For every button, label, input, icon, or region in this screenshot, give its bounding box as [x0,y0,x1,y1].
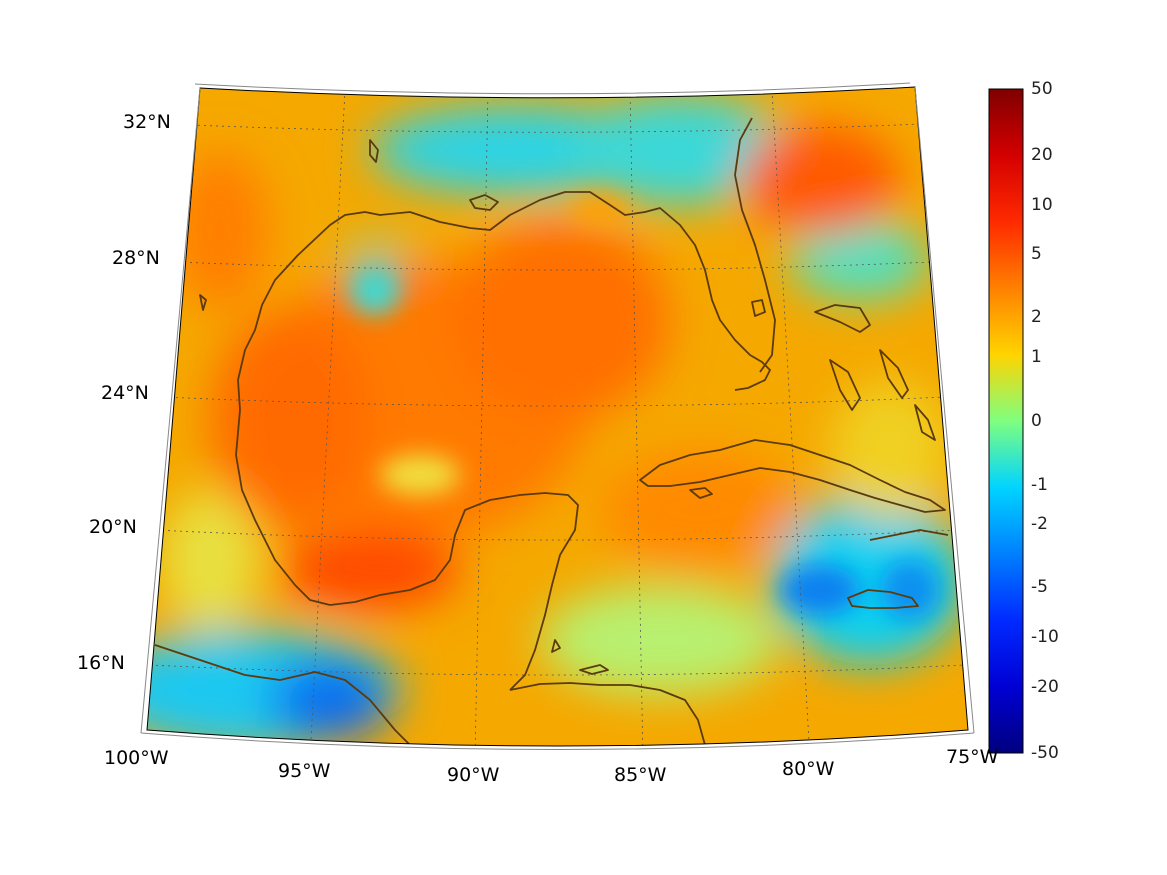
lat-label-32n: 32°N [123,111,171,133]
colorbar-label-10: 10 [1031,195,1053,215]
colorbar-label-neg1: -1 [1031,475,1048,495]
colorbar-label-neg10: -10 [1031,627,1059,647]
colorbar-label-neg5: -5 [1031,577,1048,597]
data-field [147,87,968,746]
colorbar-label-0: 0 [1031,411,1042,431]
lon-label-80w: 80°W [782,758,835,780]
lon-label-90w: 90°W [447,764,500,786]
lon-label-100w: 100°W [104,747,169,769]
colorbar-label-50: 50 [1031,79,1053,99]
lat-label-16n: 16°N [77,652,125,674]
lon-label-85w: 85°W [614,764,667,786]
colorbar [988,88,1024,754]
colorbar-label-5: 5 [1031,244,1042,264]
colorbar-label-20: 20 [1031,145,1053,165]
colorbar-label-neg2: -2 [1031,514,1048,534]
colorbar-label-neg50: -50 [1031,743,1059,763]
colorbar-label-neg20: -20 [1031,677,1059,697]
colorbar-label-2: 2 [1031,307,1042,327]
lon-label-95w: 95°W [278,760,331,782]
lat-label-20n: 20°N [89,516,137,538]
colorbar-label-1: 1 [1031,347,1042,367]
map-frame [140,82,975,750]
lon-label-75w: 75°W [946,746,999,768]
lat-label-24n: 24°N [101,382,149,404]
lat-label-28n: 28°N [112,247,160,269]
graticule [149,89,965,746]
coastlines [154,117,949,746]
